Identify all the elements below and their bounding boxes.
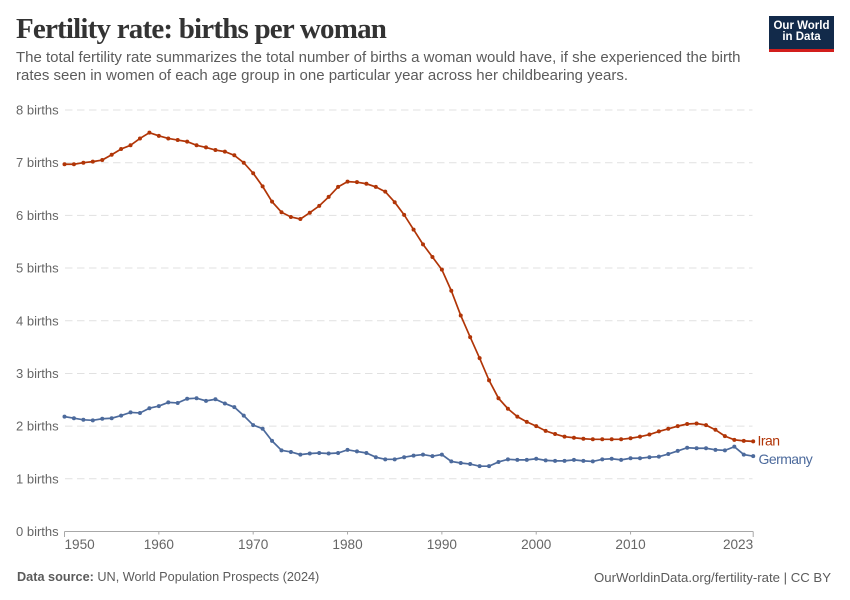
- svg-text:5 births: 5 births: [16, 261, 59, 276]
- svg-text:2010: 2010: [615, 537, 646, 552]
- svg-text:6 births: 6 births: [16, 208, 59, 223]
- svg-text:2023: 2023: [723, 537, 753, 552]
- svg-text:0 births: 0 births: [16, 524, 59, 539]
- svg-text:2 births: 2 births: [16, 419, 59, 434]
- svg-text:1980: 1980: [332, 537, 363, 552]
- svg-text:1950: 1950: [65, 537, 96, 552]
- svg-text:1 births: 1 births: [16, 471, 59, 486]
- svg-text:7 births: 7 births: [16, 155, 59, 170]
- svg-text:1970: 1970: [238, 537, 269, 552]
- svg-text:1990: 1990: [427, 537, 458, 552]
- svg-text:Germany: Germany: [759, 451, 813, 467]
- svg-text:8 births: 8 births: [16, 103, 59, 118]
- svg-text:3 births: 3 births: [16, 366, 59, 381]
- svg-text:4 births: 4 births: [16, 313, 59, 328]
- svg-text:2000: 2000: [521, 537, 552, 552]
- svg-text:1960: 1960: [144, 537, 175, 552]
- svg-text:Iran: Iran: [758, 433, 780, 449]
